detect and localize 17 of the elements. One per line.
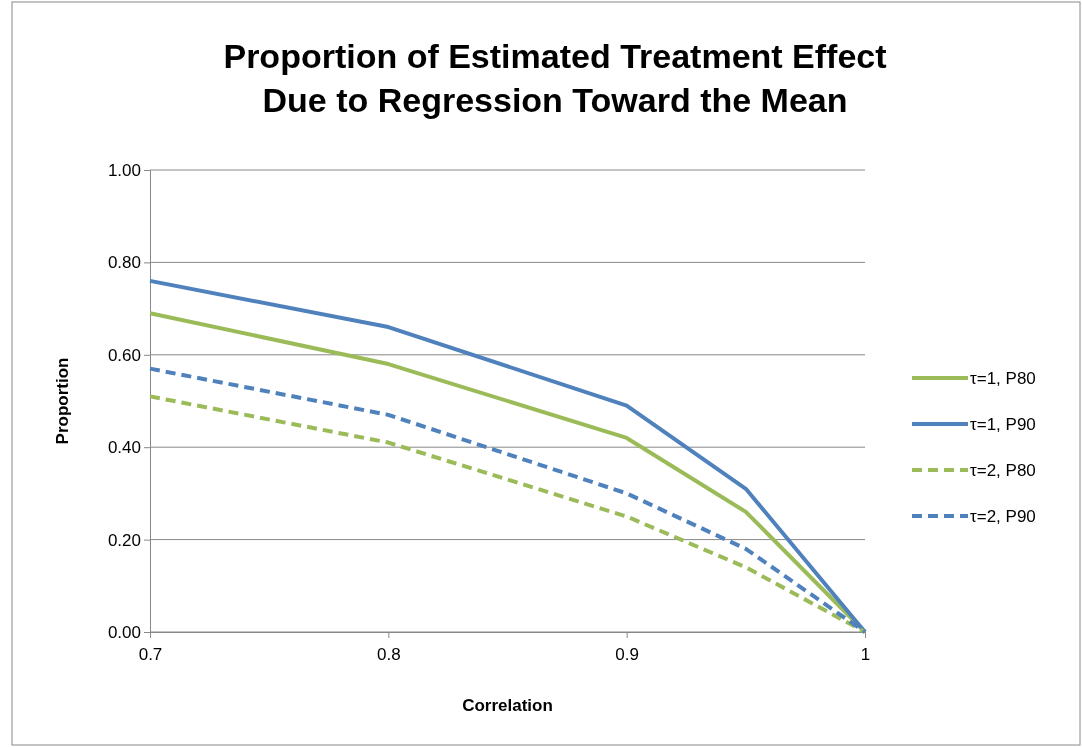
x-tick-label: 1 <box>860 644 871 664</box>
chart-title: Proportion of Estimated Treatment Effect Due to Regression Toward the Mean <box>223 37 887 119</box>
x-tick-label: 0.8 <box>377 644 401 664</box>
y-tick-label: 0.00 <box>107 622 141 642</box>
x-axis-title: Correlation <box>462 696 553 715</box>
legend-label: τ=2, P90 <box>970 507 1036 526</box>
y-tick-label: 0.60 <box>107 345 141 365</box>
y-tick-label: 1.00 <box>107 160 141 180</box>
legend-label: τ=1, P80 <box>970 369 1036 388</box>
y-axis-title: Proportion <box>53 357 72 445</box>
x-tick-label: 0.9 <box>615 644 639 664</box>
y-tick-label: 0.80 <box>107 253 141 273</box>
legend-label: τ=2, P80 <box>970 461 1036 480</box>
x-tick-label: 0.7 <box>138 644 163 664</box>
y-tick-label: 0.40 <box>107 438 141 458</box>
legend-label: τ=1, P90 <box>970 415 1036 434</box>
y-tick-label: 0.20 <box>107 530 141 550</box>
